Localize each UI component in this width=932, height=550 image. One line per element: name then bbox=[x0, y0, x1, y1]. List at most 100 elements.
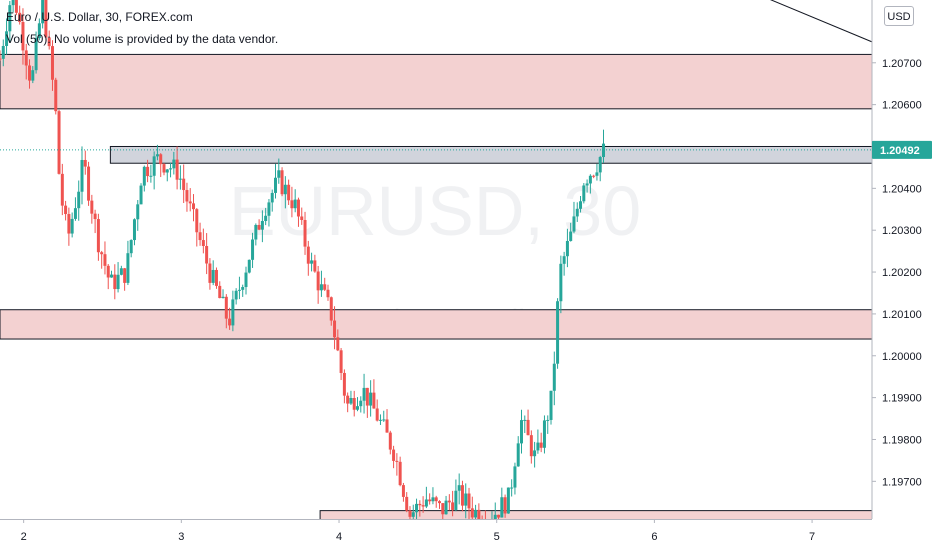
candle bbox=[195, 208, 199, 247]
candle bbox=[11, 0, 15, 13]
candle bbox=[31, 66, 35, 84]
candle bbox=[424, 486, 428, 509]
price-tick-label: 1.20200 bbox=[882, 267, 922, 279]
candle bbox=[369, 380, 373, 417]
time-tick-label: 2 bbox=[21, 531, 27, 543]
candle bbox=[559, 255, 563, 314]
price-tick-label: 1.20400 bbox=[882, 183, 922, 195]
price-axis[interactable]: 1.19700 1.19800 1.19900 1.20000 1.20100 1.202… bbox=[872, 58, 922, 489]
zone-2[interactable] bbox=[109, 145, 873, 164]
candle bbox=[378, 414, 382, 425]
candle bbox=[323, 277, 327, 292]
candle bbox=[175, 146, 179, 190]
candle bbox=[339, 348, 343, 381]
candle bbox=[192, 194, 196, 222]
candle bbox=[159, 153, 163, 178]
candle bbox=[0, 50, 2, 61]
candle bbox=[224, 294, 228, 329]
candle bbox=[592, 174, 596, 179]
candle bbox=[228, 307, 232, 330]
candle bbox=[139, 183, 143, 205]
candle bbox=[579, 195, 583, 213]
candle bbox=[533, 441, 537, 468]
candle bbox=[113, 264, 117, 300]
candle bbox=[392, 445, 396, 469]
candle bbox=[588, 174, 592, 194]
candle bbox=[365, 387, 369, 418]
candle bbox=[454, 479, 458, 512]
candle bbox=[93, 209, 97, 234]
time-tick-label: 6 bbox=[651, 531, 657, 543]
candle bbox=[526, 409, 530, 436]
candle bbox=[359, 396, 363, 413]
time-tick-label: 7 bbox=[809, 531, 815, 543]
candle bbox=[523, 415, 527, 434]
candle bbox=[34, 31, 38, 74]
candle bbox=[142, 165, 146, 192]
candle bbox=[8, 0, 12, 43]
candle bbox=[510, 479, 514, 497]
candle bbox=[152, 151, 156, 190]
candle bbox=[257, 219, 261, 231]
candle bbox=[336, 329, 340, 352]
zone-3[interactable] bbox=[0, 309, 873, 340]
price-tick-label: 1.20600 bbox=[882, 100, 922, 112]
candle bbox=[47, 30, 51, 50]
candle bbox=[251, 232, 255, 268]
candle bbox=[513, 462, 517, 495]
candle bbox=[542, 415, 546, 454]
candle bbox=[280, 167, 284, 197]
candle bbox=[277, 158, 281, 184]
candle bbox=[67, 207, 71, 246]
candle bbox=[536, 429, 540, 454]
candle bbox=[342, 369, 346, 404]
candle bbox=[87, 161, 91, 206]
candle bbox=[441, 503, 445, 521]
time-tick-label: 5 bbox=[494, 531, 500, 543]
candle bbox=[37, 18, 41, 41]
zone-1[interactable] bbox=[0, 53, 873, 110]
candle bbox=[270, 189, 274, 212]
time-tick-label: 4 bbox=[336, 531, 342, 543]
candle bbox=[296, 197, 300, 227]
candle bbox=[333, 306, 337, 350]
trendline[interactable] bbox=[741, 0, 873, 43]
candle bbox=[598, 155, 602, 182]
candle bbox=[451, 490, 455, 517]
candle bbox=[401, 482, 405, 502]
candle bbox=[5, 18, 9, 55]
candle bbox=[356, 397, 360, 412]
candle bbox=[70, 212, 74, 238]
currency-button[interactable]: USD bbox=[884, 6, 914, 26]
watermark-symbol: EURUSD, 30 bbox=[229, 172, 641, 250]
candle bbox=[116, 262, 120, 293]
candle bbox=[155, 144, 159, 161]
candle bbox=[444, 495, 448, 515]
candle bbox=[562, 251, 566, 276]
candle bbox=[585, 179, 589, 193]
candle bbox=[569, 222, 573, 242]
candle bbox=[552, 351, 556, 406]
candle bbox=[395, 453, 399, 476]
candle bbox=[549, 390, 553, 425]
candle bbox=[457, 473, 461, 505]
candle bbox=[267, 199, 271, 227]
candle bbox=[556, 298, 560, 369]
candle bbox=[14, 0, 18, 16]
candle bbox=[447, 494, 451, 511]
candle bbox=[310, 252, 314, 272]
candle bbox=[241, 284, 245, 297]
price-tick-label: 1.20000 bbox=[882, 351, 922, 363]
time-axis[interactable]: 2 3 4 5 6 7 bbox=[21, 519, 816, 543]
candle bbox=[319, 270, 323, 297]
time-tick-label: 3 bbox=[178, 531, 184, 543]
price-tick-label: 1.19700 bbox=[882, 476, 922, 488]
candle bbox=[431, 487, 435, 505]
candle bbox=[214, 267, 218, 289]
candle bbox=[60, 163, 64, 216]
candle bbox=[188, 188, 192, 212]
candle bbox=[182, 164, 186, 204]
candle bbox=[519, 409, 523, 454]
candle bbox=[503, 494, 507, 518]
